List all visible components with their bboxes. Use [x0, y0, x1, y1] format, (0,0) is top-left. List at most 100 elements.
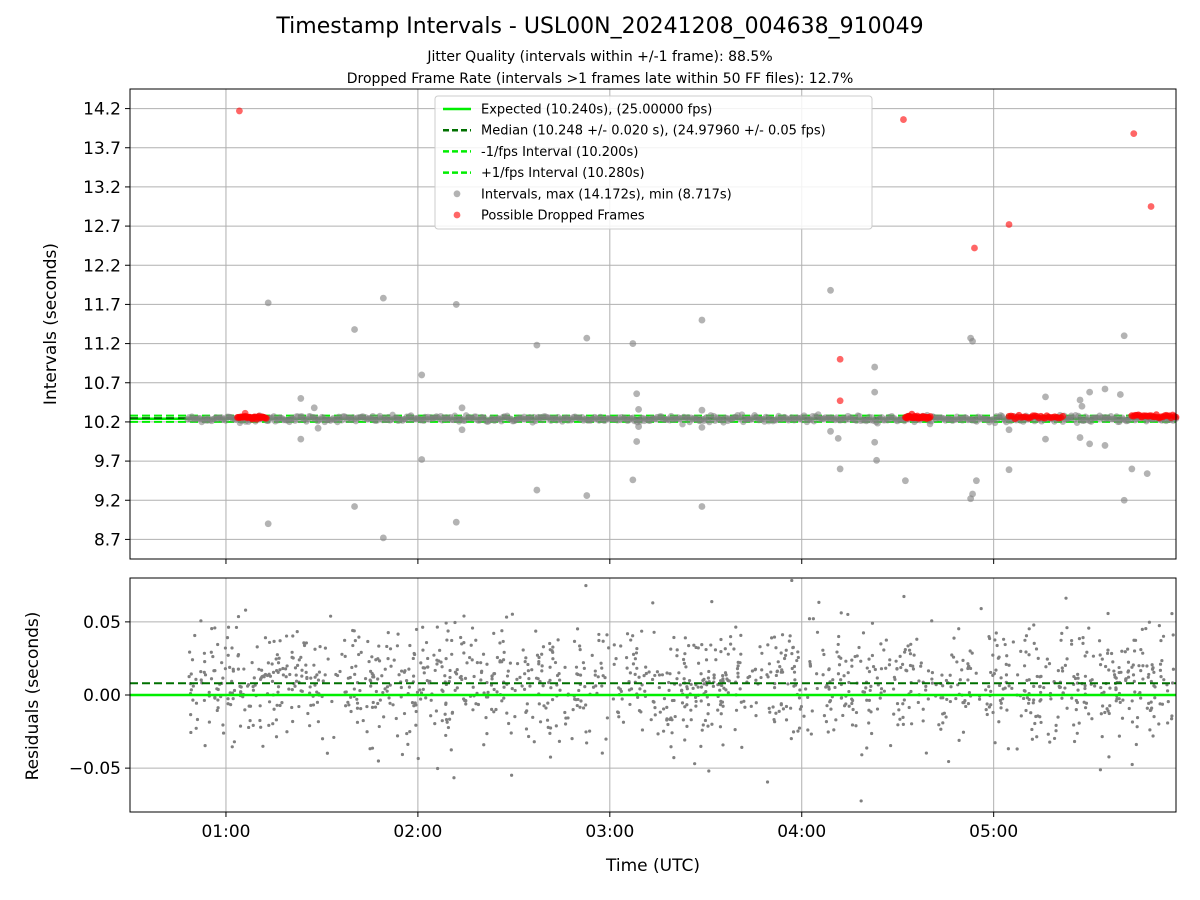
- residual-point: [1151, 734, 1155, 738]
- residual-point: [1147, 701, 1151, 705]
- residual-point: [867, 721, 871, 725]
- residual-point: [954, 696, 958, 701]
- residual-point: [413, 701, 417, 705]
- residual-point: [985, 712, 989, 717]
- intervals-y-tick-label: 8.7: [94, 530, 121, 550]
- residual-point: [404, 679, 409, 683]
- residual-point: [406, 742, 410, 746]
- residual-point: [905, 669, 909, 673]
- residual-point: [1032, 641, 1036, 645]
- residual-point: [1098, 653, 1102, 657]
- residual-point: [585, 741, 589, 745]
- residual-point: [712, 676, 716, 680]
- residual-point: [1105, 707, 1109, 711]
- residual-point: [1123, 650, 1127, 654]
- residual-point: [870, 731, 874, 736]
- residual-point: [340, 652, 344, 656]
- residual-point: [1141, 664, 1145, 668]
- residual-point: [400, 669, 404, 673]
- residual-point: [854, 724, 858, 728]
- residual-point: [1098, 768, 1103, 772]
- residual-point: [1170, 681, 1175, 685]
- residual-point: [1004, 673, 1009, 677]
- residual-point: [867, 670, 872, 674]
- residual-point: [305, 676, 309, 681]
- intervals-y-tick-label: 11.7: [83, 295, 121, 315]
- residual-point: [875, 707, 880, 711]
- residual-point: [884, 638, 888, 642]
- residual-point: [1118, 700, 1122, 705]
- residual-point: [729, 635, 733, 639]
- residual-point: [1036, 656, 1040, 661]
- residual-point: [1001, 697, 1005, 701]
- residual-point: [1030, 727, 1034, 732]
- dropped-frame-point: [241, 409, 249, 417]
- residual-point: [952, 636, 956, 640]
- residual-point: [295, 630, 299, 634]
- residual-point: [436, 766, 440, 771]
- residual-point: [400, 752, 405, 757]
- residual-point: [1005, 708, 1009, 712]
- residual-point: [492, 687, 496, 692]
- residual-point: [475, 661, 479, 665]
- residual-point: [625, 632, 630, 636]
- residual-point: [318, 645, 322, 649]
- residual-point: [902, 594, 906, 599]
- interval-point: [871, 363, 879, 371]
- residual-point: [721, 743, 725, 747]
- interval-point: [1005, 466, 1013, 474]
- x-tick-label: 04:00: [777, 822, 826, 842]
- residual-point: [778, 665, 782, 669]
- residual-point: [667, 680, 671, 685]
- residual-point: [599, 661, 603, 665]
- residual-point: [1024, 634, 1029, 638]
- residual-point: [1035, 735, 1039, 739]
- residual-point: [1060, 631, 1064, 635]
- residual-point: [450, 652, 454, 656]
- residual-point: [306, 711, 310, 716]
- residual-point: [644, 665, 648, 669]
- residual-point: [735, 667, 740, 671]
- residual-point: [1004, 662, 1008, 666]
- residual-point: [535, 653, 540, 657]
- residual-point: [540, 664, 544, 668]
- residual-point: [631, 634, 635, 638]
- residual-point: [513, 688, 517, 693]
- residual-point: [463, 698, 467, 703]
- residual-point: [502, 685, 506, 689]
- residual-point: [581, 661, 586, 665]
- residual-point: [835, 650, 839, 654]
- residual-point: [524, 656, 528, 660]
- residual-point: [759, 675, 763, 680]
- residual-point: [710, 600, 714, 604]
- residual-point: [258, 718, 262, 723]
- residual-point: [1159, 638, 1163, 643]
- residual-point: [702, 682, 706, 686]
- residual-point: [194, 701, 199, 705]
- residual-point: [673, 714, 677, 719]
- residual-point: [304, 641, 308, 645]
- residual-point: [276, 690, 280, 694]
- residual-point: [551, 657, 555, 661]
- residual-point: [989, 689, 993, 694]
- residual-point: [419, 697, 423, 701]
- residual-point: [705, 695, 709, 699]
- residual-point: [1065, 626, 1069, 630]
- residual-point: [367, 659, 371, 664]
- residual-point: [391, 703, 395, 707]
- residual-point: [248, 719, 252, 723]
- residual-point: [884, 666, 888, 670]
- residual-point: [549, 686, 553, 690]
- residual-point: [635, 666, 639, 670]
- intervals-points: [184, 107, 1180, 542]
- residual-point: [1162, 678, 1166, 682]
- residual-point: [323, 673, 327, 677]
- residual-point: [309, 676, 313, 680]
- residual-point: [600, 684, 604, 688]
- residual-point: [223, 646, 227, 650]
- residual-point: [262, 675, 266, 679]
- residual-point: [308, 724, 312, 728]
- residual-point: [216, 642, 220, 647]
- residual-point: [947, 759, 951, 764]
- residual-point: [541, 645, 546, 649]
